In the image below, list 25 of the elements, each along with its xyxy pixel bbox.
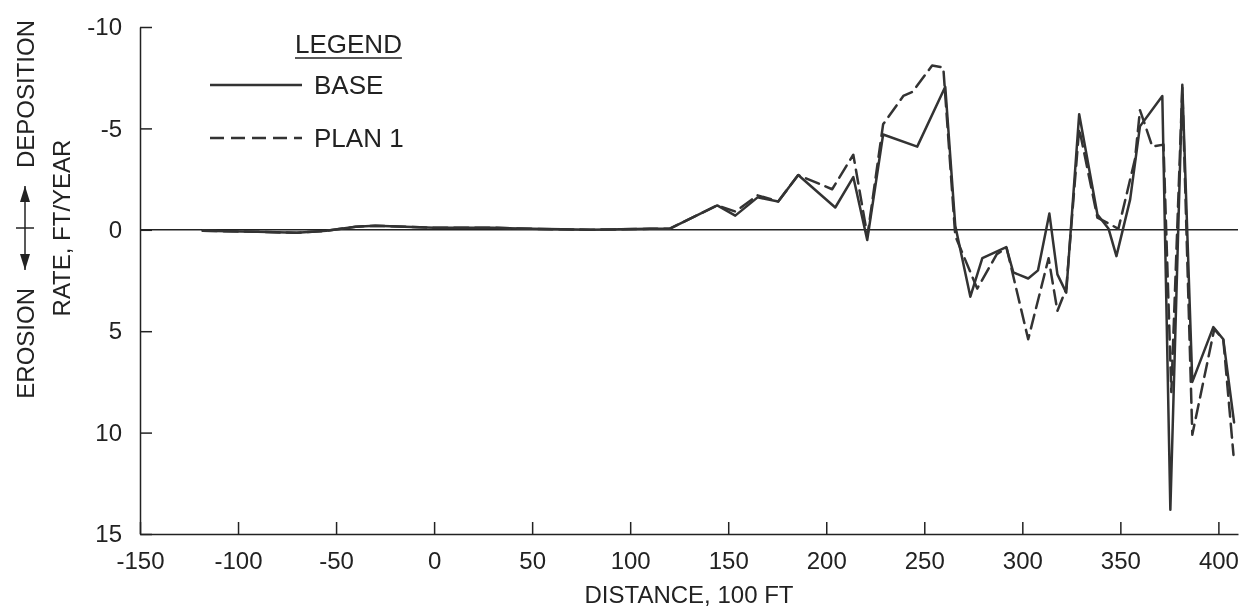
y-axis-title: RATE, FT/YEAR bbox=[48, 139, 75, 317]
x-tick-label: -150 bbox=[116, 547, 165, 575]
text: DEPOSITION bbox=[12, 19, 39, 168]
y-tick-label: 10 bbox=[95, 418, 122, 446]
y-tick-label: -5 bbox=[100, 114, 122, 142]
x-tick-label: 350 bbox=[1100, 547, 1141, 575]
x-tick-label: 250 bbox=[904, 547, 945, 575]
text: EROSION bbox=[12, 288, 39, 399]
x-tick-label: 0 bbox=[427, 547, 442, 575]
x-tick-label: 300 bbox=[1002, 547, 1043, 575]
y-tick-label: -10 bbox=[87, 13, 122, 41]
x-axis-title: DISTANCE, 100 FT bbox=[584, 581, 794, 608]
x-tick-label: -100 bbox=[214, 547, 263, 575]
x-tick-label: 200 bbox=[806, 547, 847, 575]
legend-title: LEGEND bbox=[295, 29, 402, 59]
x-tick-label: 50 bbox=[519, 547, 546, 575]
legend-label: PLAN 1 bbox=[314, 123, 404, 153]
legend-label: BASE bbox=[314, 70, 384, 100]
y-tick-label: 0 bbox=[108, 215, 122, 243]
y-tick-label: 5 bbox=[108, 317, 122, 345]
y-tick-label: 15 bbox=[95, 520, 122, 548]
x-tick-label: 150 bbox=[708, 547, 749, 575]
x-tick-label: -50 bbox=[319, 547, 354, 575]
x-tick-label: 400 bbox=[1198, 547, 1239, 575]
x-tick-label: 100 bbox=[610, 547, 651, 575]
